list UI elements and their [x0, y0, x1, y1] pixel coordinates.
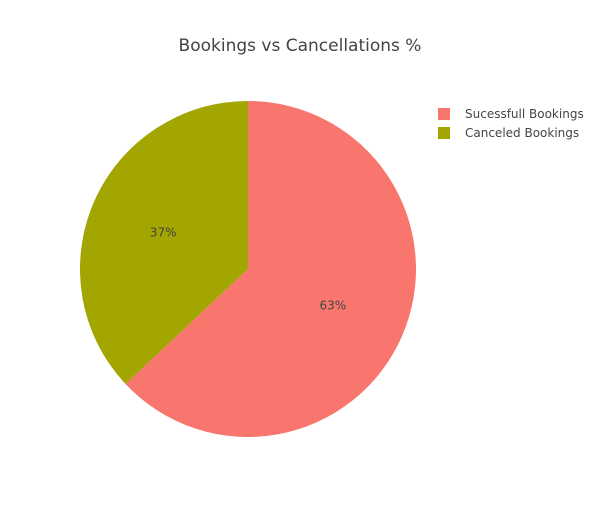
legend-label-canceled-bookings: Canceled Bookings: [465, 126, 579, 140]
legend-label-successful-bookings: Sucessfull Bookings: [465, 107, 584, 121]
chart-title: Bookings vs Cancellations %: [179, 36, 422, 56]
pie-slice-labels: 63% 37%: [150, 225, 346, 312]
slice-successful-bookings[interactable]: [125, 101, 417, 437]
pie-slices: [80, 101, 417, 437]
legend-item-successful-bookings[interactable]: Sucessfull Bookings: [438, 107, 584, 121]
legend-item-canceled-bookings[interactable]: Canceled Bookings: [438, 126, 579, 140]
legend-swatch-successful-bookings: [438, 108, 450, 120]
legend-swatch-canceled-bookings: [438, 127, 450, 139]
slice-canceled-bookings[interactable]: [80, 101, 248, 385]
slice-canceled-bookings-label: 37%: [150, 225, 177, 239]
slice-successful-bookings-label: 63%: [319, 299, 346, 313]
legend[interactable]: Sucessfull Bookings Canceled Bookings: [438, 107, 584, 140]
